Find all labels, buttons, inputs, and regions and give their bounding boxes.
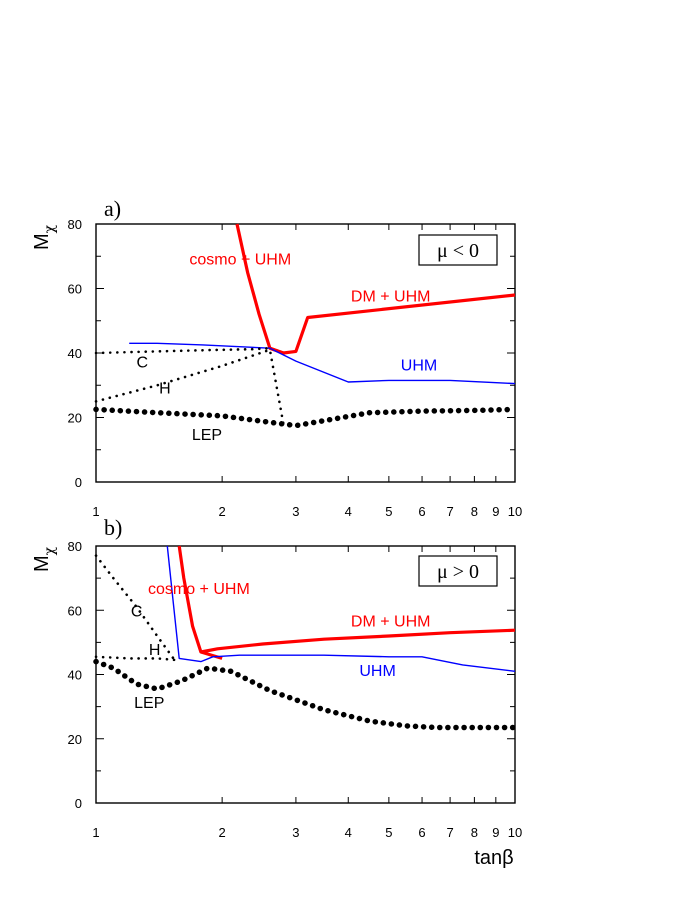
label-uhm: UHM (401, 358, 437, 375)
label-lep: LEP (192, 427, 222, 444)
mu-sign-box (418, 234, 498, 266)
x-tick-label: 3 (292, 825, 299, 840)
y-axis-title-main: M (31, 233, 53, 250)
label-dm-uhm: DM + UHM (351, 613, 431, 630)
label-dm-uhm: DM + UHM (351, 288, 431, 305)
mu-sign-label: μ > 0 (437, 561, 479, 583)
x-tick-label: 9 (492, 825, 499, 840)
x-tick-label: 1 (92, 504, 99, 519)
label-uhm: UHM (359, 663, 395, 680)
series-dm-uhm (269, 293, 516, 355)
series-dm-uhm (200, 628, 516, 654)
mu-sign-box (418, 555, 498, 587)
x-tick-label: 5 (385, 504, 392, 519)
y-axis-title-sub: χ (42, 546, 58, 555)
y-tick-label: 20 (68, 732, 82, 747)
x-tick-label: 6 (418, 825, 425, 840)
x-tick-label: 8 (471, 825, 478, 840)
y-tick-label: 20 (68, 411, 82, 426)
series-lep (93, 406, 518, 429)
x-tick-label: 9 (492, 504, 499, 519)
series-uhm (166, 545, 516, 672)
label-h: H (159, 380, 171, 397)
x-tick-label: 8 (471, 504, 478, 519)
x-tick-label: 1 (92, 825, 99, 840)
series-lep (93, 658, 518, 731)
y-tick-label: 40 (68, 668, 82, 683)
y-tick-label: 80 (68, 217, 82, 232)
series-cosmo-uhm (235, 223, 284, 355)
label-c: C (137, 355, 149, 372)
x-tick-label: 3 (292, 504, 299, 519)
x-axis-title: tanβ (474, 847, 513, 869)
panel-label: a) (104, 196, 121, 221)
series-cosmo-uhm (177, 545, 223, 660)
x-tick-label: 6 (418, 504, 425, 519)
y-axis-title-sub: χ (42, 224, 58, 233)
label-cosmo-uhm: cosmo + UHM (189, 251, 291, 268)
x-tick-label: 2 (219, 825, 226, 840)
mu-sign-label: μ < 0 (437, 240, 479, 262)
panel-label: b) (104, 515, 122, 540)
series-h (94, 655, 177, 662)
series-c (94, 346, 272, 355)
x-tick-label: 10 (508, 504, 522, 519)
label-h: H (149, 642, 161, 659)
y-tick-label: 80 (68, 539, 82, 554)
x-tick-label: 5 (385, 825, 392, 840)
y-axis-title-main: M (31, 555, 53, 572)
x-tick-label: 7 (446, 825, 453, 840)
y-tick-label: 60 (68, 282, 82, 297)
label-c: C (131, 604, 143, 621)
y-tick-label: 40 (68, 346, 82, 361)
panel-b: 1 2 3 4 5 6 7 8 9 10 0 20 40 60 80 Mχ b) μ > 0 cosmo + UHM… (31, 515, 522, 869)
x-tick-label: 4 (345, 825, 352, 840)
y-tick-label: 0 (75, 475, 82, 490)
x-tick-label: 10 (508, 825, 522, 840)
series-h (94, 348, 285, 426)
series-uhm (129, 342, 516, 385)
label-cosmo-uhm: cosmo + UHM (148, 581, 250, 598)
x-tick-label: 4 (345, 504, 352, 519)
y-axis-title: Mχ (31, 546, 58, 572)
y-tick-label: 60 (68, 603, 82, 618)
label-lep: LEP (134, 695, 164, 712)
panel-a: 1 2 3 4 5 6 7 8 9 10 0 20 40 60 80 Mχ a) μ < 0 cosmo + UHM… (31, 196, 522, 519)
x-tick-label: 7 (446, 504, 453, 519)
y-tick-label: 0 (75, 796, 82, 811)
y-axis-title: Mχ (31, 224, 58, 250)
x-tick-label: 2 (219, 504, 226, 519)
